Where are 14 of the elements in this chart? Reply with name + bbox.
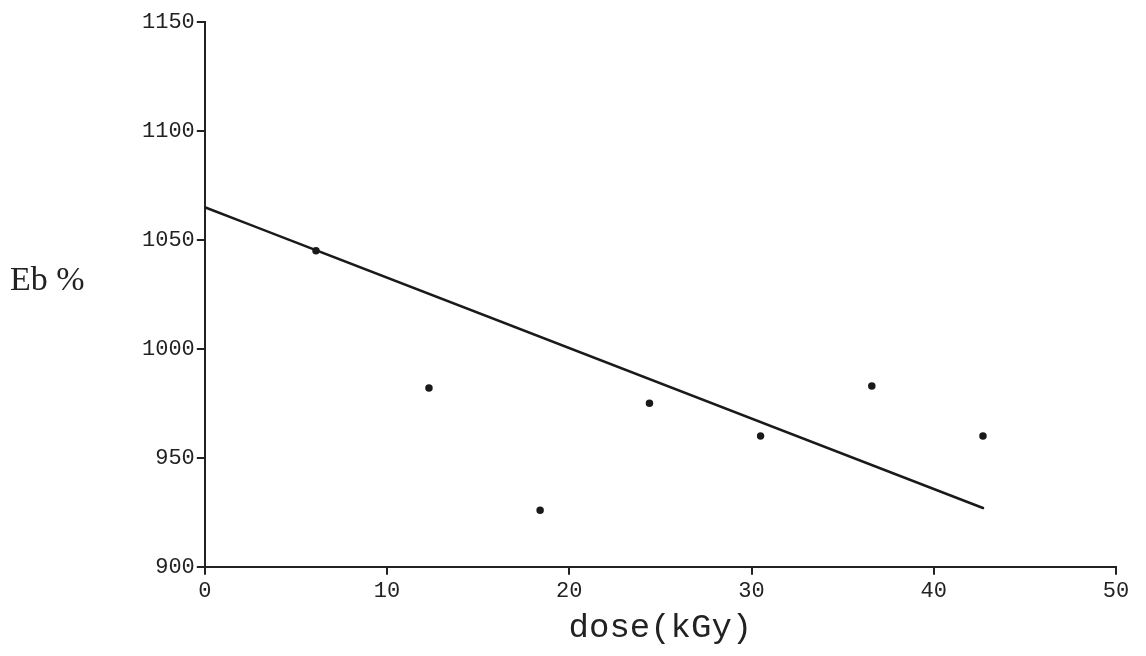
y-tick-label: 900: [155, 554, 195, 580]
x-tick-label: 30: [738, 578, 765, 604]
y-tick-label: 1100: [142, 118, 195, 144]
x-tick-label: 20: [556, 578, 583, 604]
y-tick-label: 1000: [142, 336, 195, 362]
x-tick-label: 40: [920, 578, 947, 604]
x-tick-label: 50: [1102, 578, 1130, 604]
x-tick-label: 0: [198, 578, 212, 604]
y-axis-title: Eb %: [10, 260, 85, 298]
y-tick-label: 1050: [142, 227, 195, 253]
x-axis-title: dose(kGy): [568, 608, 753, 647]
y-tick-label: 950: [155, 445, 195, 471]
y-tick-label: 1150: [142, 9, 195, 35]
x-tick-label: 10: [373, 578, 401, 604]
